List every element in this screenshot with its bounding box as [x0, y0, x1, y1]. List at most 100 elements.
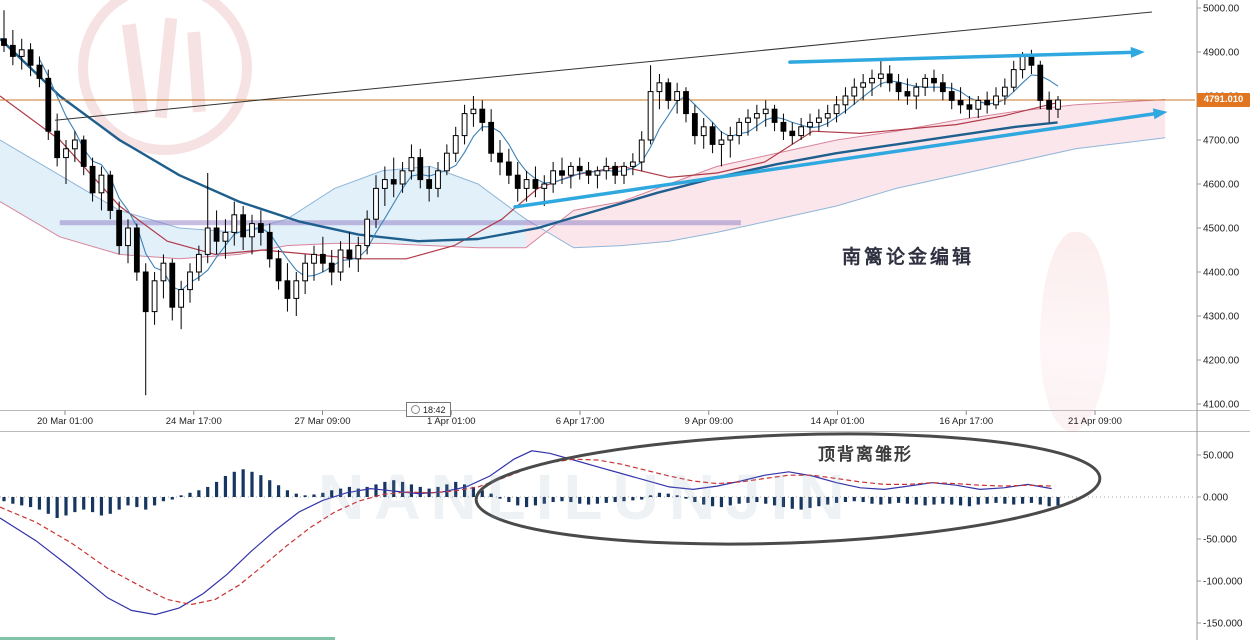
macd-histogram-bar	[808, 497, 812, 508]
macd-histogram-bar	[852, 497, 856, 502]
divergence-text-annotation[interactable]: 顶背离雏形	[818, 445, 913, 464]
macd-histogram-bar	[276, 485, 281, 497]
price-axis-label: 4700.00	[1203, 136, 1240, 147]
price-axis-label: 4900.00	[1203, 48, 1240, 59]
current-price-tag[interactable]: 4791.010	[1197, 93, 1250, 107]
candle-body	[1, 38, 7, 46]
macd-axis-label: 50.000	[1203, 451, 1234, 462]
divergence-ellipse[interactable]	[474, 424, 1102, 554]
macd-histogram-bar	[905, 497, 910, 504]
candle-body	[736, 121, 743, 137]
macd-histogram-bar	[1038, 497, 1042, 505]
macd-histogram-bar	[684, 497, 688, 499]
candle-body	[718, 139, 725, 145]
macd-histogram-bar	[985, 497, 989, 504]
macd-histogram-bar	[365, 486, 369, 497]
candle-body	[877, 73, 884, 79]
ellipse-annotation[interactable]	[474, 424, 1102, 554]
macd-line	[0, 450, 1052, 616]
price-axis-label: 5000.00	[1203, 4, 1240, 15]
candle-body	[9, 44, 16, 57]
candle-body	[1046, 99, 1053, 110]
macd-histogram-bar	[170, 497, 174, 500]
macd-histogram-bar	[1047, 497, 1051, 507]
macd-histogram-bar	[710, 497, 715, 507]
candle-body	[807, 121, 813, 128]
candle-body	[851, 86, 858, 97]
candle-body	[656, 82, 663, 93]
candle-body	[860, 82, 867, 88]
macd-histogram-bar	[206, 486, 210, 497]
macd-histogram-bar	[498, 497, 502, 499]
macd-histogram-bar	[330, 490, 334, 497]
macd-histogram-bar	[1003, 497, 1007, 504]
macd-histogram-bar	[55, 497, 59, 518]
macd-histogram-bar	[507, 497, 511, 503]
macd-histogram-bar	[480, 490, 484, 497]
candle-body	[771, 108, 778, 123]
macd-histogram-bar	[648, 495, 653, 497]
macd-histogram-bar	[702, 497, 706, 505]
candle-body	[116, 209, 123, 247]
macd-histogram-bar	[967, 497, 972, 507]
candle-body	[160, 262, 167, 282]
candle-body	[629, 161, 636, 167]
candle-body	[142, 271, 149, 313]
macd-histogram-bar	[99, 497, 104, 516]
macd-histogram-bar	[223, 476, 228, 497]
drawn-support-band[interactable]	[59, 220, 741, 226]
macd-histogram-bar	[728, 497, 732, 506]
time-axis-label: 14 Apr 01:00	[811, 416, 865, 427]
cloud-segment	[382, 166, 431, 246]
macd-histogram-bar	[46, 497, 50, 514]
candle-body	[311, 253, 317, 264]
macd-histogram-bar	[586, 497, 591, 505]
time-axis-label: 1 Apr 01:00	[427, 416, 476, 427]
candle-body	[45, 77, 52, 132]
macd-histogram-bar	[28, 497, 33, 508]
candle-body	[178, 289, 185, 308]
candle-body	[187, 271, 193, 291]
candle-body	[691, 113, 698, 137]
chart-text-annotation[interactable]: 南篱论金编辑	[842, 247, 975, 268]
trend-arrow-head	[1152, 108, 1168, 120]
cloud-segment	[1015, 104, 1076, 162]
drawn-annotations[interactable]	[54, 11, 1168, 209]
candle-body	[204, 227, 211, 255]
support-band[interactable]	[59, 220, 741, 226]
candle-body	[753, 113, 760, 119]
macd-histogram-bar	[958, 497, 963, 506]
candle-body	[745, 117, 751, 123]
trend-arrow[interactable]	[788, 50, 1133, 64]
macd-histogram-bar	[259, 475, 263, 497]
candle-body	[125, 227, 131, 247]
candle-body	[240, 214, 247, 238]
candle-body	[541, 183, 548, 189]
macd-histogram-bar	[117, 497, 121, 510]
macd-histogram-bar	[994, 497, 998, 503]
macd-histogram-bar	[1029, 497, 1034, 503]
cloud-segment	[1075, 99, 1166, 149]
macd-histogram-bar	[896, 497, 901, 503]
macd-histogram-bar	[666, 493, 670, 497]
candle-body	[18, 49, 25, 57]
macd-histogram-bar	[604, 497, 608, 503]
cloud-segment	[525, 210, 574, 248]
candle-body	[302, 262, 309, 282]
candle-body	[36, 64, 43, 79]
macd-histogram-bar	[772, 497, 777, 506]
macd-histogram-bar	[312, 494, 316, 497]
macd-histogram-bar	[622, 497, 626, 502]
trendline[interactable]	[54, 11, 1153, 121]
macd-histogram-bar	[268, 480, 272, 497]
trend-arrow[interactable]	[513, 112, 1156, 209]
candle-body	[815, 117, 822, 123]
macd-histogram-bar	[675, 495, 679, 497]
macd-histogram-bar	[888, 497, 892, 504]
candle-body	[27, 49, 34, 66]
candle-body	[824, 113, 831, 119]
macd-histogram-bar	[976, 497, 980, 505]
candle-body	[98, 174, 105, 194]
